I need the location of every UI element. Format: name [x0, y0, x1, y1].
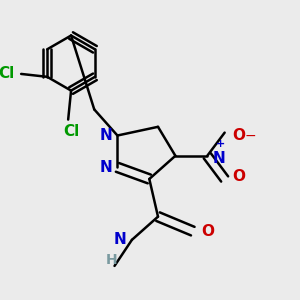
- Text: N: N: [212, 151, 225, 166]
- Text: +: +: [216, 139, 225, 149]
- Text: O: O: [232, 128, 246, 143]
- Text: H: H: [106, 253, 117, 267]
- Text: N: N: [100, 160, 112, 175]
- Text: Cl: Cl: [63, 124, 79, 139]
- Text: −: −: [245, 128, 256, 142]
- Text: N: N: [114, 232, 127, 247]
- Text: O: O: [232, 169, 246, 184]
- Text: N: N: [100, 128, 112, 143]
- Text: Cl: Cl: [0, 66, 15, 81]
- Text: O: O: [201, 224, 214, 238]
